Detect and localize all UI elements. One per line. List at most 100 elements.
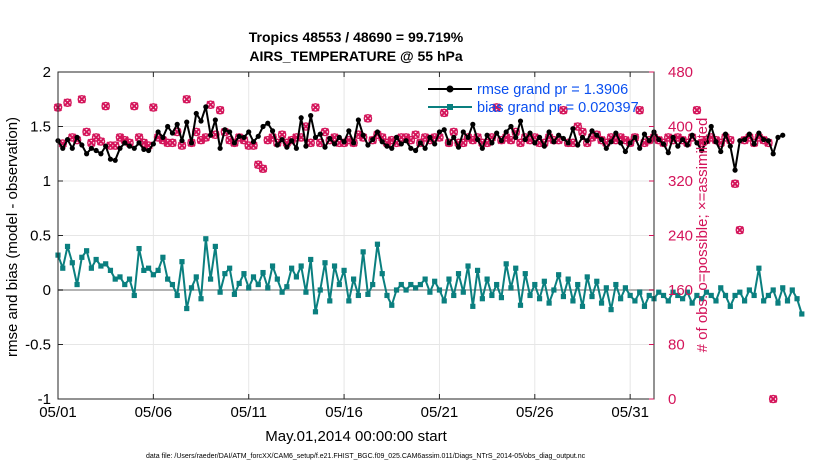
y2-tick-label: 0	[668, 391, 676, 408]
rmse-point	[455, 144, 462, 150]
bias-point	[751, 292, 757, 299]
bias-point	[331, 263, 338, 269]
rmse-point	[207, 132, 214, 138]
bias-point	[703, 289, 710, 295]
rmse-point	[446, 140, 452, 146]
bias-point	[279, 289, 285, 295]
bias-point	[484, 276, 490, 282]
obs-possible-marker	[559, 105, 568, 115]
rmse-point	[560, 135, 567, 142]
footnote: data file: /Users/raeder/DAI/ATM_forcXX/…	[146, 453, 586, 460]
bias-point	[556, 272, 562, 278]
obs-assimilated-stroke	[411, 130, 420, 139]
rmse-point	[379, 139, 385, 145]
bias-point	[126, 276, 133, 282]
bias-point	[336, 281, 342, 288]
bias-point	[241, 271, 247, 277]
bias-point	[432, 278, 438, 284]
obs-assimilated-stroke	[77, 95, 86, 104]
y-tick-label: 0	[43, 282, 51, 299]
obs-assimilated-stroke	[92, 133, 101, 142]
bias-point	[446, 276, 452, 282]
obs-possible-marker	[630, 133, 640, 142]
rmse-point	[184, 119, 190, 125]
x-tick-label: 05/21	[421, 404, 459, 421]
rmse-point	[465, 134, 471, 140]
rmse-point	[761, 136, 767, 143]
rmse-point	[670, 134, 676, 140]
rmse-point	[780, 132, 786, 138]
rmse-point	[351, 140, 357, 146]
bias-point	[93, 256, 99, 263]
bias-point	[608, 307, 614, 313]
rmse-point	[741, 136, 748, 143]
bias-point	[250, 274, 257, 280]
bias-point	[460, 289, 466, 295]
rmse-point	[684, 142, 690, 148]
bias-point	[284, 284, 290, 290]
bias-point	[579, 303, 586, 309]
bias-point	[794, 296, 800, 302]
obs-assimilated-marker	[306, 138, 315, 147]
bias-point	[64, 243, 71, 249]
obs-assimilated-marker	[664, 133, 673, 142]
obs-assimilated-marker	[769, 394, 778, 404]
rmse-point	[598, 136, 605, 143]
rmse-point	[765, 138, 772, 144]
obs-assimilated-stroke	[664, 133, 673, 142]
bias-point	[508, 285, 514, 291]
rmse-point	[74, 134, 80, 140]
rmse-point	[603, 145, 609, 151]
rmse-point	[517, 118, 524, 124]
rmse-point	[398, 141, 404, 147]
obs-possible-marker	[416, 138, 425, 148]
obs-assimilated-stroke	[502, 133, 511, 142]
obs-assimilated-marker	[182, 95, 191, 104]
obs-possible-marker	[516, 138, 525, 148]
bias-point	[670, 289, 676, 295]
bias-point	[503, 261, 509, 267]
bias-point	[174, 292, 180, 299]
rmse-point	[408, 145, 414, 151]
bias-point	[722, 292, 729, 299]
rmse-point	[293, 145, 299, 151]
rmse-point	[627, 140, 633, 146]
obs-possible-marker	[96, 137, 106, 146]
bias-point	[737, 289, 743, 295]
obs-assimilated-stroke	[96, 137, 106, 146]
bias-point	[145, 265, 152, 271]
bias-point	[613, 281, 619, 288]
obs-assimilated-marker	[559, 106, 568, 115]
obs-assimilated-marker	[263, 136, 272, 145]
rmse-point	[384, 143, 390, 149]
bias-point	[603, 285, 609, 291]
bias-point	[451, 292, 457, 299]
obs-assimilated-stroke	[769, 394, 778, 404]
obs-possible-marker	[101, 101, 110, 111]
rmse-point	[60, 145, 66, 151]
bias-point	[112, 276, 118, 282]
bias-point	[741, 298, 748, 304]
rmse-point	[498, 138, 505, 144]
obs-assimilated-marker	[82, 127, 91, 137]
bias-point	[207, 276, 214, 282]
bias-point	[517, 302, 524, 308]
obs-assimilated-stroke	[177, 141, 187, 150]
obs-possible-marker	[230, 138, 239, 148]
obs-assimilated-marker	[492, 103, 501, 112]
obs-assimilated-marker	[277, 130, 287, 139]
obs-assimilated-stroke	[330, 133, 339, 142]
bias-point	[527, 292, 533, 299]
obs-assimilated-marker	[578, 127, 587, 137]
bias-point	[198, 296, 204, 302]
legend-rmse-label: rmse grand pr = 1.3906	[477, 82, 628, 98]
bias-point	[265, 285, 271, 291]
rmse-point	[174, 121, 180, 127]
bias-point	[370, 281, 376, 288]
rmse-point	[165, 123, 171, 130]
rmse-point	[79, 142, 85, 148]
bias-point	[60, 265, 66, 271]
bias-point	[98, 263, 104, 269]
rmse-point	[713, 139, 719, 145]
bias-point	[150, 272, 156, 278]
